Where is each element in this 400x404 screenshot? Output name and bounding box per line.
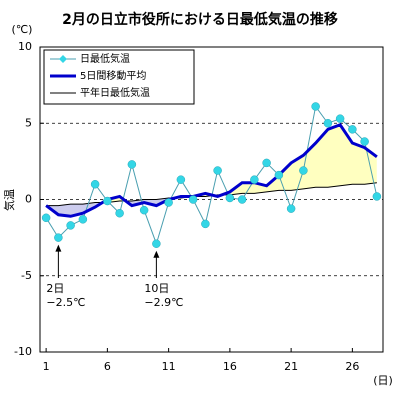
x-tick-label: 16 [223,360,237,373]
below-normal-fill [46,182,377,217]
daily-point [127,160,137,169]
x-tick-label: 1 [43,360,50,373]
plot-frame [39,46,384,353]
daily-point [103,196,112,206]
daily-point [274,170,284,180]
above-normal-fill [46,124,377,206]
annotation-text: 2日 [46,282,64,295]
daily-point [299,166,308,175]
legend-label: 平年日最低気温 [80,86,150,99]
x-unit: (日) [373,374,393,387]
daily-point [311,102,320,111]
chart-title: 2月の日立市役所における日最低気温の推移 [62,11,338,28]
daily-point [335,114,345,123]
daily-point [348,125,357,134]
y-tick-label: -10 [14,345,32,358]
daily-point [188,195,198,204]
daily-point [323,119,333,128]
daily-point [262,158,271,168]
y-axis-label: 気温 [2,189,16,211]
y-unit: (℃) [12,23,33,36]
arrow-head [153,250,160,258]
daily-point [152,239,161,248]
daily-point [164,198,173,207]
annotation-text: −2.9℃ [144,296,183,309]
series-line [45,105,378,246]
legend-label: 日最低気温 [80,52,130,65]
series-line [45,122,378,218]
daily-point [213,166,222,175]
daily-point [78,215,88,224]
y-tick-label: -5 [21,269,32,282]
y-tick-label: 5 [25,116,32,129]
daily-point [66,221,75,230]
daily-point [286,204,296,213]
daily-point [237,195,247,204]
daily-point [225,193,235,203]
legend-label: 5日間移動平均 [80,69,146,82]
legend-marker [59,55,67,63]
y-tick-label: 10 [18,40,32,53]
daily-point [90,180,100,189]
daily-point [201,219,210,229]
daily-point [41,213,51,223]
x-tick-label: 26 [345,360,359,373]
annotation-text: 10日 [144,282,169,295]
x-tick-label: 21 [284,360,298,373]
y-tick-label: 0 [25,193,32,206]
daily-point [250,175,259,184]
x-tick-label: 11 [162,360,176,373]
daily-point [372,192,382,201]
daily-point [54,233,63,242]
daily-point [176,175,186,184]
x-tick-label: 6 [104,360,111,373]
arrow-head [55,244,62,252]
daily-point [115,208,124,218]
annotation-text: −2.5℃ [46,296,85,309]
daily-point [360,137,369,146]
daily-point [139,205,149,215]
